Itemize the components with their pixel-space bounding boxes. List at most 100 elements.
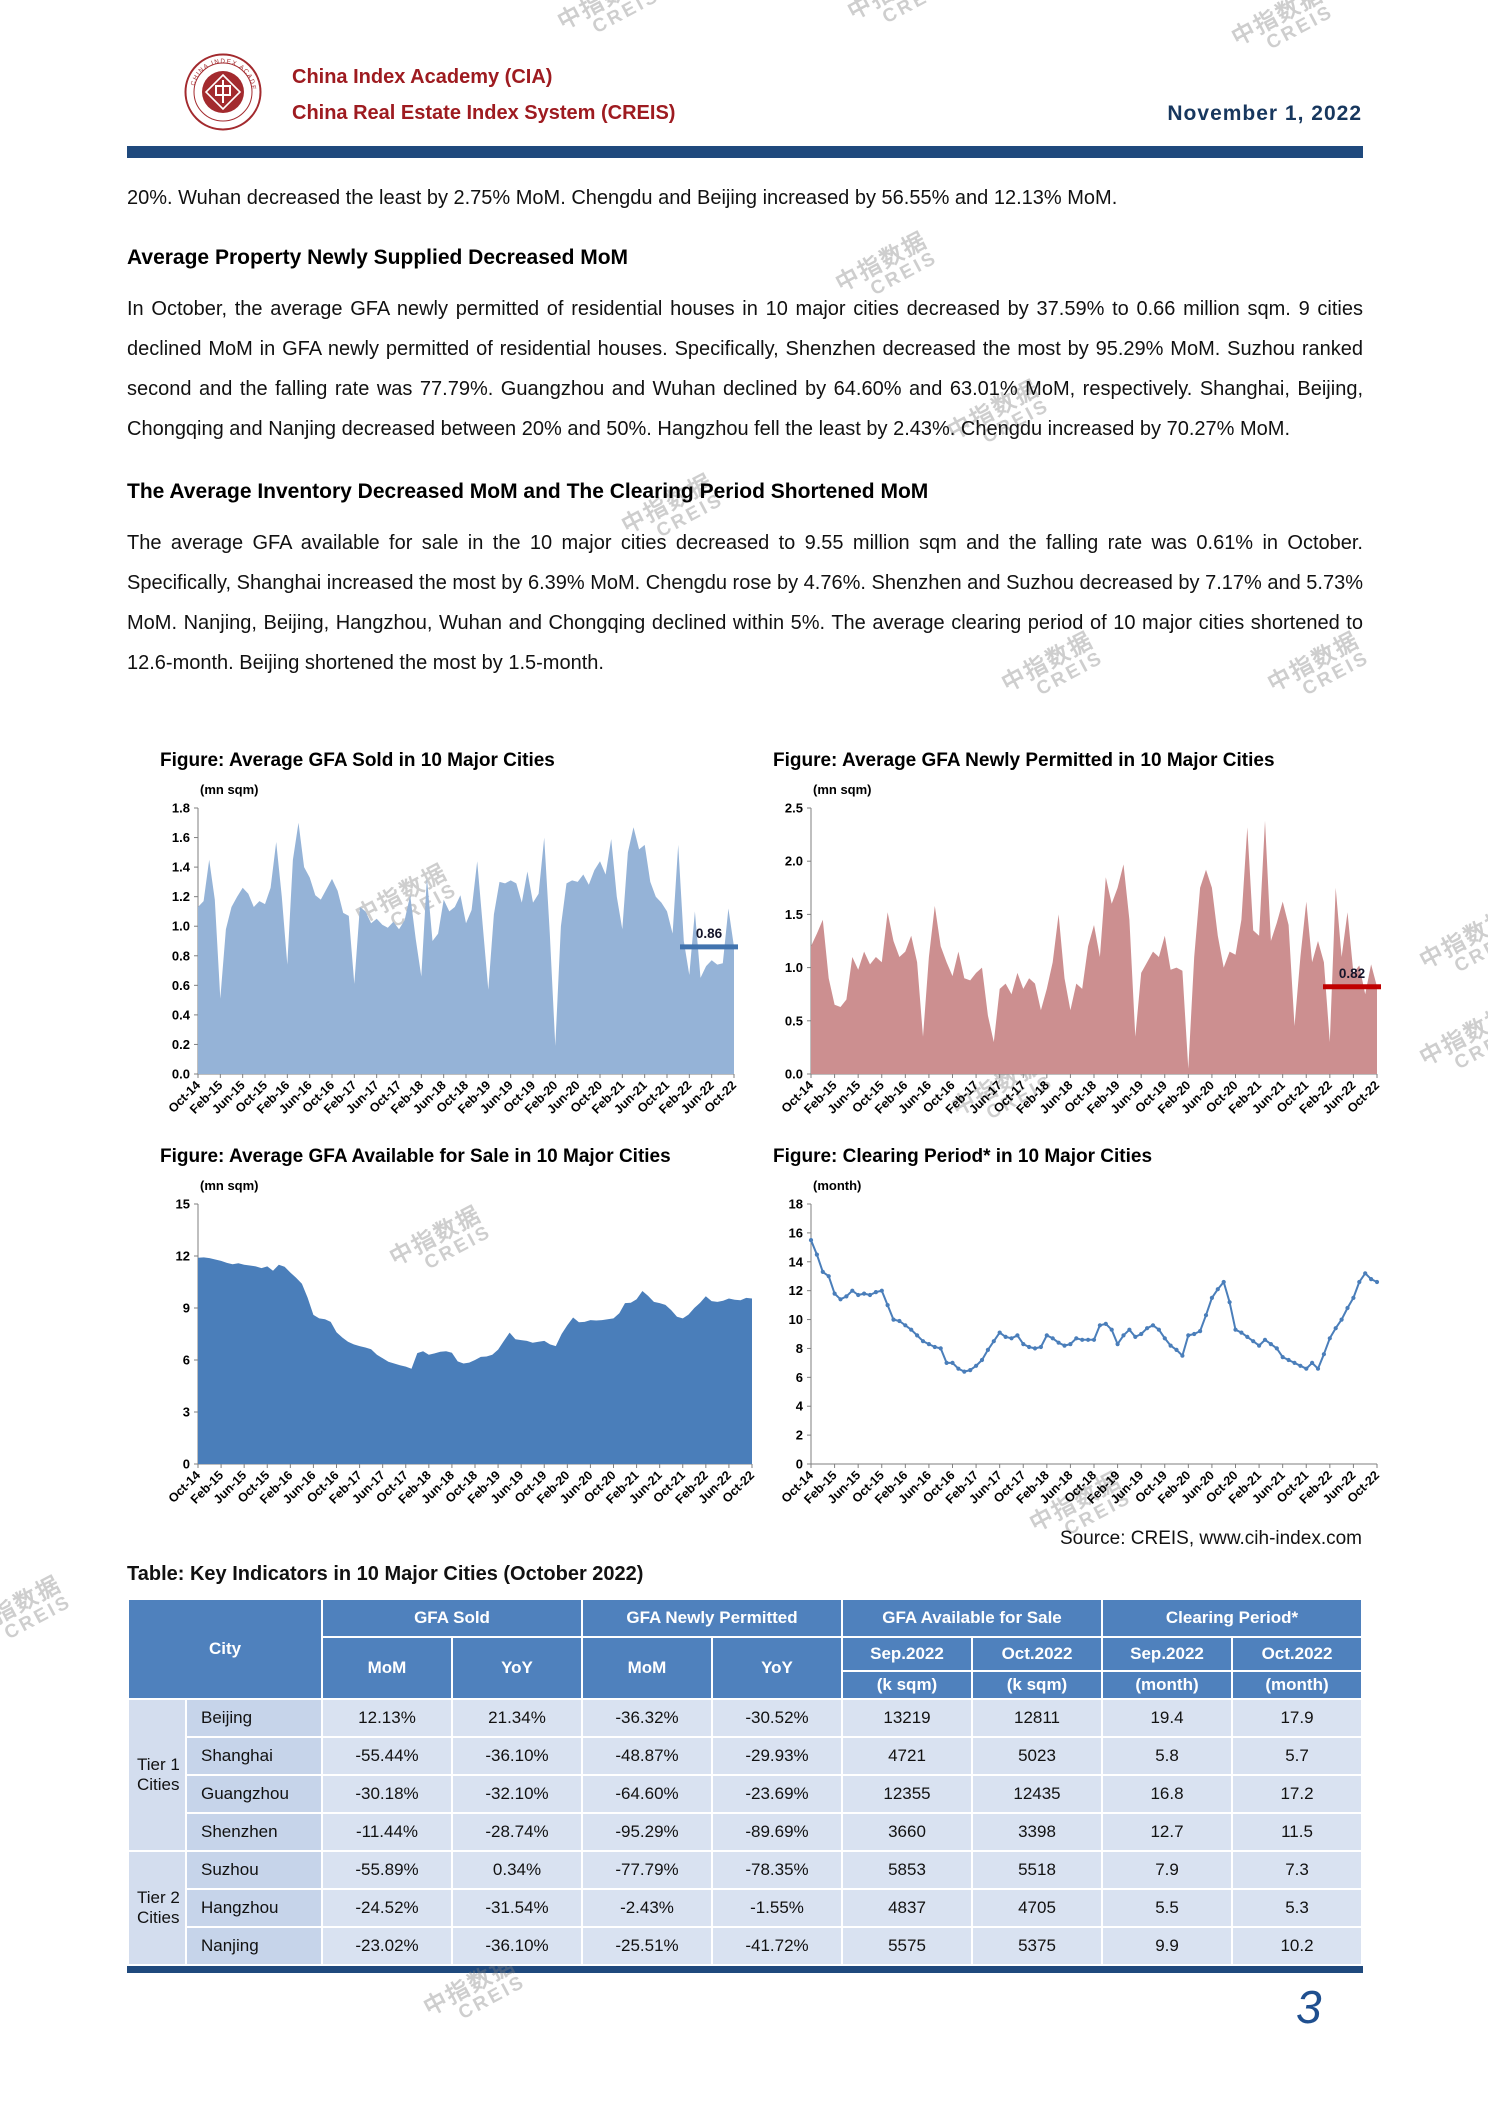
table-cell-avail_oct: 12435: [970, 1774, 1104, 1814]
table-cell-perm_mom: -95.29%: [581, 1812, 713, 1852]
table-cell-clear_oct: 11.5: [1231, 1812, 1364, 1852]
svg-text:(month): (month): [813, 1178, 861, 1193]
svg-text:(mn sqm): (mn sqm): [200, 782, 259, 797]
figure-gfa-available-title: Figure: Average GFA Available for Sale i…: [160, 1146, 671, 1167]
tier-label: Tier 2 Cities: [127, 1850, 187, 1966]
city-name: Hangzhou: [185, 1888, 323, 1928]
table-cell-sold_mom: -23.02%: [321, 1926, 453, 1966]
svg-text:8: 8: [796, 1341, 803, 1356]
clearing-period-chart: (month) 0 2 4 6 8 10 12 14 16 18 Oct-14 Feb-15 Jun-15…: [763, 1174, 1395, 1531]
table-cell-perm_yoy: -23.69%: [711, 1774, 843, 1814]
table-row-beijing: Tier 1 Cities Beijing 12.13% 21.34% -36.32% -3…: [127, 1698, 1364, 1852]
svg-text:0.2: 0.2: [172, 1037, 190, 1052]
svg-text:0: 0: [183, 1457, 190, 1472]
table-cell-clear_sep: 9.9: [1101, 1926, 1234, 1966]
unit-month: (month): [1101, 1670, 1234, 1700]
page-number: 3: [1296, 1981, 1322, 2033]
report-date: November 1, 2022: [1167, 102, 1362, 125]
svg-text:14: 14: [789, 1254, 804, 1269]
city-name: Guangzhou: [185, 1774, 323, 1814]
table-cell-perm_mom: -2.43%: [581, 1888, 713, 1928]
table-cell-perm_yoy: -41.72%: [711, 1926, 843, 1966]
table-cell-perm_mom: -36.32%: [581, 1698, 713, 1738]
table-cell-perm_yoy: -1.55%: [711, 1888, 843, 1928]
table-cell-sold_mom: -55.44%: [321, 1736, 453, 1776]
svg-text:18: 18: [789, 1197, 803, 1212]
figure-gfa-sold-title: Figure: Average GFA Sold in 10 Major Cit…: [160, 750, 555, 771]
city-name: Shanghai: [185, 1736, 323, 1776]
key-indicators-table-wrap: City GFA Sold GFA Newly Permitted GFA Av…: [127, 1598, 1364, 1966]
table-cell-perm_yoy: -89.69%: [711, 1812, 843, 1852]
table-cell-clear_oct: 10.2: [1231, 1926, 1364, 1966]
table-cell-sold_yoy: -36.10%: [451, 1926, 583, 1966]
figure-clearing-period-title: Figure: Clearing Period* in 10 Major Cit…: [773, 1146, 1153, 1167]
svg-text:16: 16: [789, 1225, 803, 1240]
gfa-sold-chart: (mn sqm) 0.0 0.2 0.4 0.6 0.8 1.0 1.2 1.4 1.6 1.8 Oc…: [150, 778, 760, 1141]
key-indicators-table: City GFA Sold GFA Newly Permitted GFA Av…: [127, 1598, 1364, 1966]
svg-text:2.0: 2.0: [785, 854, 803, 869]
svg-text:0.5: 0.5: [785, 1013, 803, 1028]
chart-svg: (mn sqm)03691215Oct-14Feb-15Jun-15Oct-15…: [166, 1178, 757, 1507]
table-cell-perm_yoy: -30.52%: [711, 1698, 843, 1738]
table-cell-sold_mom: 12.13%: [321, 1698, 453, 1738]
table-cell-avail_sep: 13219: [841, 1698, 973, 1738]
table-cell-clear_sep: 12.7: [1101, 1812, 1234, 1852]
table-row-shanghai: Shanghai -55.44% -36.10% -48.87% -29.93% 4721…: [128, 1736, 1364, 1776]
svg-text:2: 2: [796, 1428, 803, 1443]
svg-text:0.0: 0.0: [785, 1067, 803, 1082]
figure-gfa-available: Figure: Average GFA Available for Sale i…: [150, 1146, 775, 1531]
org-name-line1: China Index Academy (CIA): [292, 66, 553, 88]
col-clearing-period: Clearing Period*: [1101, 1598, 1364, 1638]
table-cell-sold_mom: -24.52%: [321, 1888, 453, 1928]
table-cell-avail_sep: 5853: [841, 1850, 973, 1890]
svg-text:1.6: 1.6: [172, 830, 190, 845]
col-city: City: [127, 1598, 323, 1700]
table-cell-clear_sep: 16.8: [1101, 1774, 1234, 1814]
city-name: Beijing: [185, 1698, 323, 1738]
table-cell-avail_oct: 4705: [970, 1888, 1104, 1928]
gfa-available-chart: (mn sqm) 0 3 6 9 12 15 Oct-14 Feb-15 Jun-15 Oct-15…: [150, 1174, 775, 1531]
table-cell-avail_sep: 4721: [841, 1736, 973, 1776]
table-cell-clear_sep: 7.9: [1101, 1850, 1234, 1890]
table-cell-clear_sep: 5.8: [1101, 1736, 1234, 1776]
figure-gfa-sold: Figure: Average GFA Sold in 10 Major Cit…: [150, 750, 760, 1141]
table-cell-sold_yoy: 21.34%: [451, 1698, 583, 1738]
table-cell-perm_mom: -25.51%: [581, 1926, 713, 1966]
city-name: Nanjing: [185, 1926, 323, 1966]
svg-text:12: 12: [176, 1249, 190, 1264]
paragraph-newly-supplied: In October, the average GFA newly permit…: [127, 298, 1363, 440]
table-cell-clear_oct: 7.3: [1231, 1850, 1364, 1890]
chart-svg: (month)024681012141618Oct-14Feb-15Jun-15…: [779, 1178, 1382, 1507]
table-cell-avail_oct: 5518: [970, 1850, 1104, 1890]
svg-text:0.86: 0.86: [696, 926, 723, 941]
col-gfa-available: GFA Available for Sale: [840, 1598, 1104, 1638]
table-cell-sold_mom: -55.89%: [321, 1850, 453, 1890]
table-row-suzhou: Tier 2 Cities Suzhou -55.89% 0.34% -77.79% -78…: [127, 1850, 1364, 1966]
table-cell-clear_oct: 17.2: [1231, 1774, 1364, 1814]
svg-text:0.6: 0.6: [172, 978, 190, 993]
city-name: Suzhou: [185, 1850, 323, 1890]
paragraph-inventory: The average GFA available for sale in th…: [127, 532, 1363, 674]
svg-text:(mn sqm): (mn sqm): [813, 782, 872, 797]
svg-text:12: 12: [789, 1283, 803, 1298]
col-clear-sep: Sep.2022: [1101, 1636, 1234, 1672]
svg-text:2.5: 2.5: [785, 801, 803, 816]
svg-text:10: 10: [789, 1312, 803, 1327]
svg-text:0: 0: [796, 1457, 803, 1472]
svg-text:1.0: 1.0: [172, 919, 190, 934]
gfa-permitted-chart: (mn sqm) 0.0 0.5 1.0 1.5 2.0 2.5 Oct-14 Feb-15 Ju…: [763, 778, 1395, 1141]
table-cell-sold_mom: -11.44%: [321, 1812, 453, 1852]
table-cell-avail_sep: 4837: [841, 1888, 973, 1928]
col-avail-oct: Oct.2022: [970, 1636, 1104, 1672]
table-cell-clear_oct: 17.9: [1231, 1698, 1364, 1738]
col-gfa-permitted: GFA Newly Permitted: [581, 1598, 843, 1638]
table-cell-perm_yoy: -78.35%: [711, 1850, 843, 1890]
svg-text:0.82: 0.82: [1339, 966, 1365, 981]
figure-clearing-period: Figure: Clearing Period* in 10 Major Cit…: [763, 1146, 1395, 1531]
intro-paragraph: 20%. Wuhan decreased the least by 2.75% …: [127, 187, 1118, 209]
source-line: Source: CREIS, www.cih-index.com: [1060, 1528, 1362, 1549]
